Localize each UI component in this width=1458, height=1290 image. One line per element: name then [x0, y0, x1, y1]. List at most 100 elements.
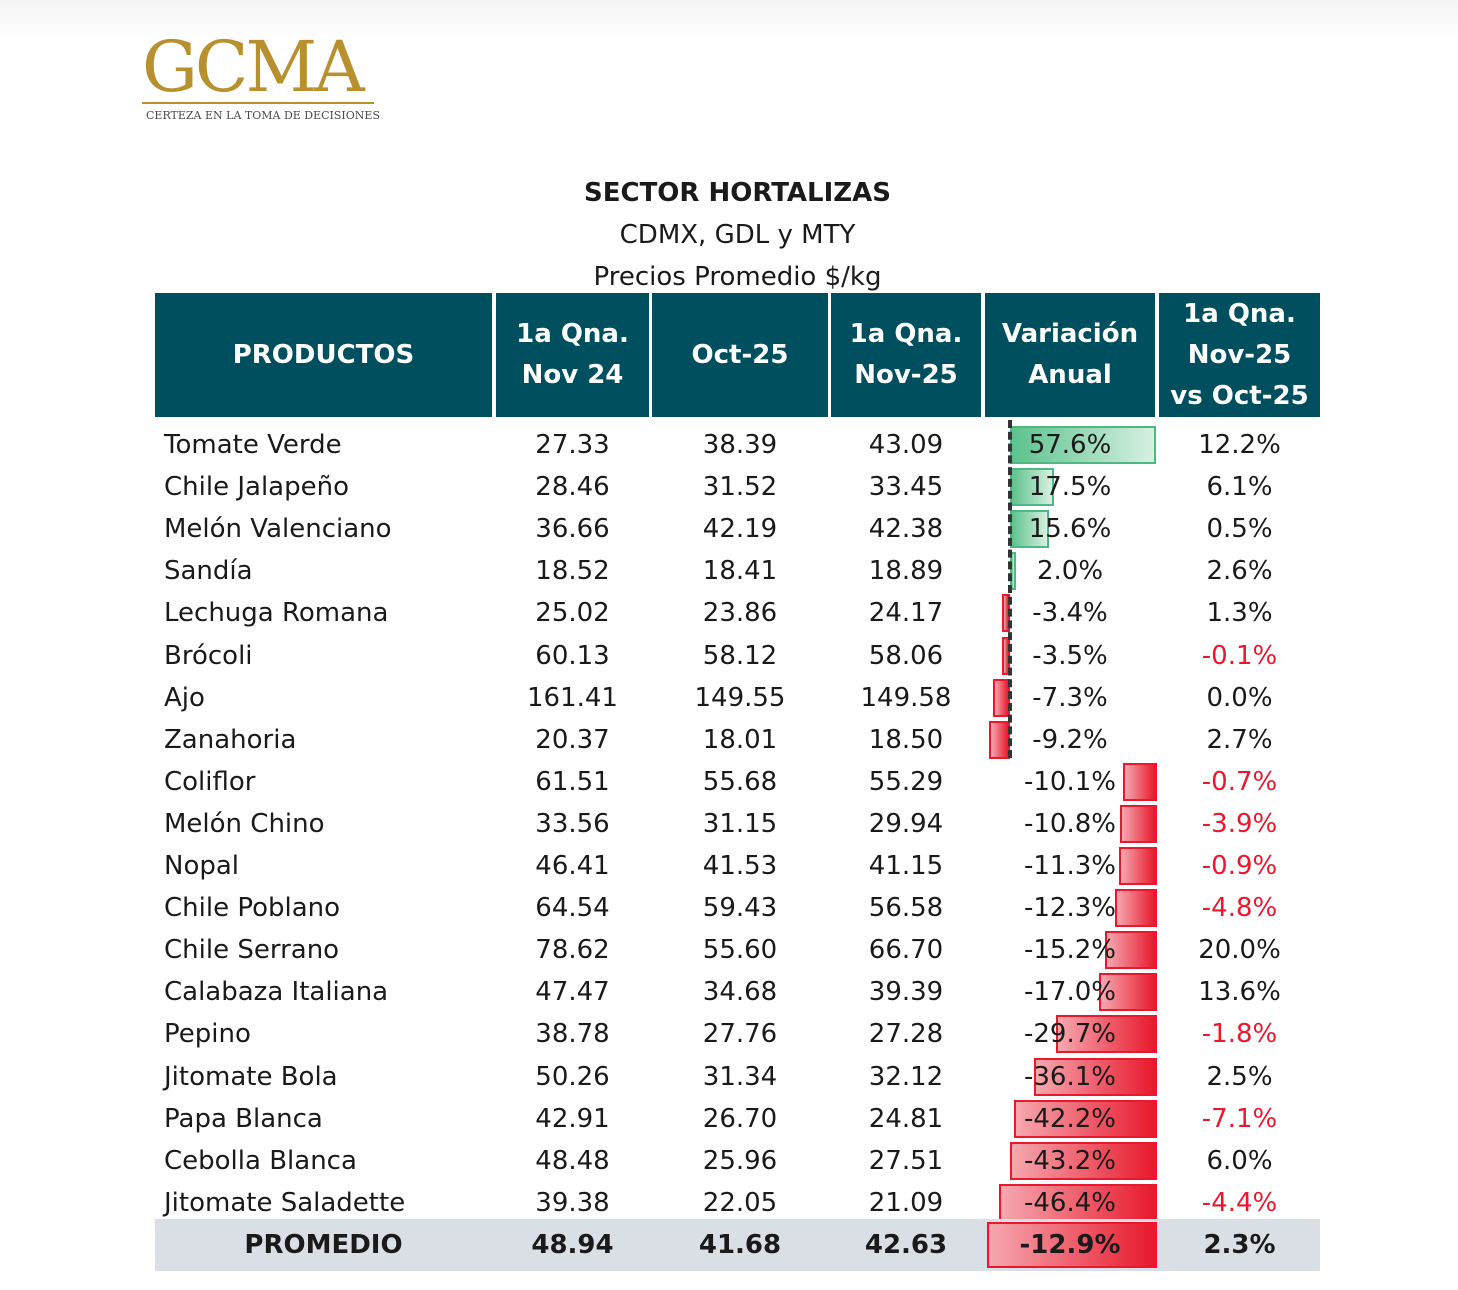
variation-label: -36.1% [1024, 1062, 1116, 1092]
table-row: Jitomate Saladette 39.38 22.05 21.09 -4.4% [155, 1182, 1320, 1224]
table-row: Melón Chino 33.56 31.15 29.94 -3.9% [155, 803, 1320, 845]
variation-label: -12.3% [1024, 893, 1116, 923]
cell-nov25: 58.06 [868, 641, 944, 671]
header-nov25-line1: 1a Qna. [849, 319, 963, 349]
variation-label: -46.4% [1024, 1188, 1116, 1218]
cell-vs: 1.3% [1206, 598, 1273, 628]
cell-nov25: 41.15 [868, 851, 944, 881]
cell-vs: 0.5% [1206, 514, 1273, 544]
header-variacion-line2: Anual [1028, 360, 1112, 390]
cell-vs: -0.9% [1201, 851, 1278, 881]
cell-oct25: 41.68 [698, 1230, 782, 1260]
variation-label: -43.2% [1024, 1146, 1116, 1176]
cell-name: Sandía [164, 556, 253, 586]
cell-nov25: 149.58 [860, 683, 952, 713]
cell-vs: 6.0% [1206, 1146, 1273, 1176]
cell-name: Jitomate Bola [164, 1062, 338, 1092]
cell-vs: 2.6% [1206, 556, 1273, 586]
cell-nov25: 43.09 [868, 430, 944, 460]
variation-label: -12.9% [1019, 1230, 1121, 1260]
logo-wordmark: GCMA [142, 26, 365, 108]
cell-oct25: 31.15 [702, 809, 778, 839]
variation-bar [1010, 510, 1050, 548]
cell-nov25: 18.89 [868, 556, 944, 586]
cell-nov25: 24.81 [868, 1104, 944, 1134]
table-row: Sandía 18.52 18.41 18.89 2.6% [155, 550, 1320, 592]
cell-oct25: 58.12 [702, 641, 778, 671]
variation-bar [1122, 763, 1157, 801]
variation-bar [1013, 1100, 1157, 1138]
cell-vs: -1.8% [1201, 1019, 1278, 1049]
table-row: Melón Valenciano 36.66 42.19 42.38 0.5% [155, 508, 1320, 550]
table-row: Tomate Verde 27.33 38.39 43.09 12.2% [155, 424, 1320, 466]
cell-nov25: 27.51 [868, 1146, 944, 1176]
cell-nov24: 78.62 [535, 935, 610, 965]
cell-nov25: 29.94 [868, 809, 944, 839]
table-row: Chile Jalapeño 28.46 31.52 33.45 6.1% [155, 466, 1320, 508]
cell-nov24: 33.56 [535, 809, 610, 839]
cell-name: Chile Serrano [164, 935, 340, 965]
cell-nov24: 161.41 [527, 683, 618, 713]
cell-oct25: 31.34 [702, 1062, 778, 1092]
cell-vs: -0.1% [1201, 641, 1278, 671]
cell-name: Ajo [164, 683, 205, 713]
header-variacion: Variación Anual [985, 293, 1155, 417]
variation-bar [987, 1222, 1157, 1268]
cell-nov25: 21.09 [868, 1188, 944, 1218]
variation-label: -3.5% [1032, 641, 1108, 671]
cell-oct25: 41.53 [702, 851, 778, 881]
cell-nov25: 55.29 [868, 767, 944, 797]
cell-vs: 13.6% [1198, 977, 1281, 1007]
cell-vs: 2.7% [1206, 725, 1273, 755]
variation-label: -3.4% [1032, 598, 1108, 628]
cell-oct25: 55.60 [702, 935, 778, 965]
cell-vs: 2.3% [1203, 1230, 1276, 1260]
cell-vs: 20.0% [1198, 935, 1281, 965]
variation-label: -42.2% [1024, 1104, 1116, 1134]
cell-name: Brócoli [164, 641, 253, 671]
header-nov25-line2: Nov-25 [854, 360, 958, 390]
cell-vs: 0.0% [1206, 683, 1273, 713]
variation-bar [1105, 931, 1157, 969]
variation-label: 2.0% [1036, 556, 1104, 586]
table-titles: SECTOR HORTALIZAS CDMX, GDL y MTY Precio… [155, 172, 1320, 298]
header-oct25-label: Oct-25 [691, 339, 789, 370]
cell-oct25: 25.96 [702, 1146, 778, 1176]
gcma-logo: GCMA CERTEZA EN LA TOMA DE DECISIONES [142, 30, 382, 130]
table-row: Chile Serrano 78.62 55.60 66.70 20.0% [155, 929, 1320, 971]
header-vs-oct-line3: vs Oct-25 [1170, 380, 1309, 411]
cell-oct25: 55.68 [702, 767, 778, 797]
cell-nov25: 24.17 [868, 598, 944, 628]
variation-label: -7.3% [1032, 683, 1108, 713]
table-header: PRODUCTOS 1a Qna. Nov 24 Oct-25 1a Qna. … [155, 293, 1320, 417]
variation-label: -11.3% [1024, 851, 1116, 881]
variation-bar [1010, 426, 1156, 464]
variation-bar [1120, 805, 1157, 843]
table-row: Brócoli 60.13 58.12 58.06 -0.1% [155, 635, 1320, 677]
cell-nov25: 33.45 [868, 472, 944, 502]
variation-label: -15.2% [1024, 935, 1116, 965]
variation-label: 15.6% [1028, 514, 1112, 544]
cell-name: Chile Jalapeño [164, 472, 349, 502]
cell-name: Lechuga Romana [164, 598, 389, 628]
cell-nov24: 25.02 [535, 598, 610, 628]
logo-tagline: CERTEZA EN LA TOMA DE DECISIONES [146, 109, 380, 122]
cell-name: Jitomate Saladette [164, 1188, 406, 1218]
cell-name: Pepino [164, 1019, 251, 1049]
variation-bar [1034, 1058, 1157, 1096]
table-row: Calabaza Italiana 47.47 34.68 39.39 13.6% [155, 971, 1320, 1013]
cell-oct25: 18.01 [702, 725, 778, 755]
cell-nov25: 42.38 [868, 514, 944, 544]
cell-vs: -3.9% [1201, 809, 1278, 839]
cell-oct25: 22.05 [702, 1188, 778, 1218]
variation-label: -10.8% [1024, 809, 1116, 839]
cell-oct25: 34.68 [702, 977, 778, 1007]
cell-name: Nopal [164, 851, 240, 881]
header-nov24: 1a Qna. Nov 24 [496, 293, 649, 417]
top-shade [0, 0, 1458, 40]
table-row: Jitomate Bola 50.26 31.34 32.12 2.5% [155, 1056, 1320, 1098]
cell-nov25: 56.58 [868, 893, 944, 923]
cell-nov24: 38.78 [535, 1019, 610, 1049]
variation-label: -29.7% [1024, 1019, 1116, 1049]
variation-bar [1115, 889, 1157, 927]
